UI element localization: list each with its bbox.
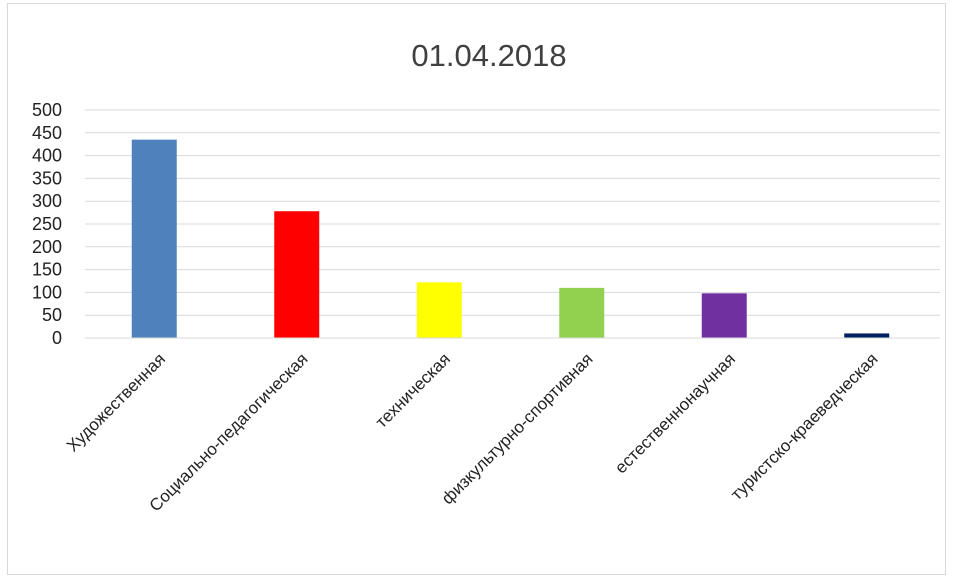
bar-1	[131, 139, 177, 338]
y-tick-label: 350	[32, 168, 62, 188]
x-category-label: Социально-педагогическая	[146, 349, 312, 515]
y-tick-label: 200	[32, 237, 62, 257]
x-category-label: Художественная	[63, 349, 169, 455]
x-category-label: физкультурно-спортивная	[438, 349, 597, 508]
bar-2	[274, 211, 320, 338]
x-category-label: техническая	[372, 349, 454, 431]
y-tick-label: 400	[32, 146, 62, 166]
chart-title: 01.04.2018	[411, 38, 566, 73]
x-category-label: туристско-краеведческая	[727, 349, 882, 504]
bar-6	[844, 333, 890, 338]
bar-5	[701, 293, 747, 338]
y-tick-label: 450	[32, 123, 62, 143]
y-tick-label: 300	[32, 191, 62, 211]
gridlines	[85, 109, 940, 316]
y-tick-label: 100	[32, 282, 62, 302]
bar-4	[559, 287, 605, 338]
y-tick-label: 50	[42, 305, 62, 325]
y-tick-label: 0	[52, 328, 62, 348]
y-tick-label: 500	[32, 100, 62, 120]
bars	[131, 139, 890, 338]
y-tick-label: 250	[32, 214, 62, 234]
y-tick-label: 150	[32, 260, 62, 280]
bar-3	[416, 282, 462, 338]
x-category-label: естественнонаучная	[611, 349, 739, 477]
